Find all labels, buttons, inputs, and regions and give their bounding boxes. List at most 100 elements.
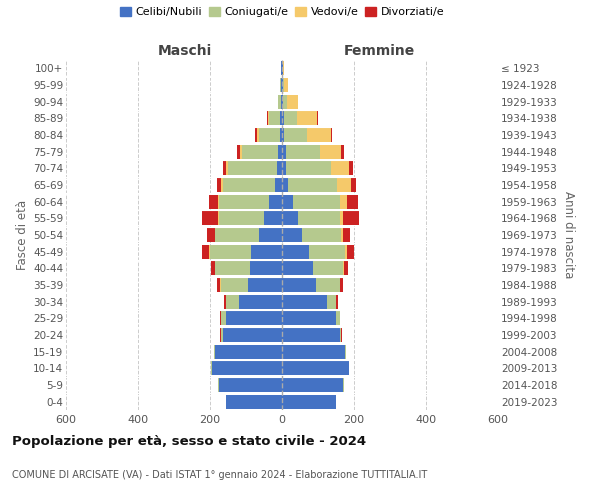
Bar — [223, 178, 275, 192]
Bar — [327, 294, 336, 308]
Bar — [202, 244, 209, 259]
Bar — [343, 211, 359, 226]
Bar — [341, 228, 343, 242]
Bar — [344, 261, 348, 276]
Bar — [345, 344, 346, 359]
Bar — [277, 162, 282, 175]
Bar — [219, 378, 282, 392]
Bar — [278, 94, 281, 109]
Y-axis label: Anni di nascita: Anni di nascita — [562, 192, 575, 278]
Bar — [320, 144, 341, 159]
Bar — [215, 344, 282, 359]
Bar — [282, 311, 336, 326]
Bar — [343, 261, 344, 276]
Bar — [281, 62, 282, 76]
Bar — [343, 228, 350, 242]
Bar — [221, 178, 223, 192]
Bar — [215, 228, 259, 242]
Bar — [209, 244, 210, 259]
Bar — [283, 94, 287, 109]
Text: COMUNE DI ARCISATE (VA) - Dati ISTAT 1° gennaio 2024 - Elaborazione TUTTITALIA.I: COMUNE DI ARCISATE (VA) - Dati ISTAT 1° … — [12, 470, 427, 480]
Bar — [313, 261, 343, 276]
Bar — [282, 78, 283, 92]
Bar — [352, 178, 356, 192]
Bar — [347, 194, 358, 209]
Bar — [278, 144, 282, 159]
Bar — [340, 278, 343, 292]
Bar — [217, 178, 221, 192]
Bar — [282, 394, 336, 409]
Bar — [282, 378, 343, 392]
Bar — [236, 144, 239, 159]
Legend: Celibi/Nubili, Coniugati/e, Vedovi/e, Divorziati/e: Celibi/Nubili, Coniugati/e, Vedovi/e, Di… — [115, 2, 449, 22]
Bar — [282, 328, 340, 342]
Bar — [282, 178, 289, 192]
Bar — [345, 244, 347, 259]
Bar — [286, 144, 320, 159]
Bar — [282, 244, 309, 259]
Bar — [307, 128, 331, 142]
Bar — [259, 128, 280, 142]
Bar — [293, 194, 340, 209]
Bar — [226, 162, 228, 175]
Bar — [343, 378, 344, 392]
Bar — [223, 162, 226, 175]
Bar — [221, 311, 226, 326]
Bar — [220, 311, 221, 326]
Bar — [282, 62, 283, 76]
Bar — [208, 228, 215, 242]
Bar — [331, 162, 349, 175]
Bar — [219, 211, 264, 226]
Bar — [217, 278, 220, 292]
Bar — [218, 194, 219, 209]
Bar — [250, 261, 282, 276]
Bar — [226, 294, 239, 308]
Bar — [239, 144, 242, 159]
Bar — [218, 211, 219, 226]
Bar — [309, 244, 345, 259]
Bar — [239, 294, 282, 308]
Bar — [282, 361, 349, 376]
Bar — [286, 162, 331, 175]
Bar — [221, 278, 248, 292]
Bar — [210, 244, 251, 259]
Bar — [221, 328, 223, 342]
Bar — [226, 311, 282, 326]
Bar — [282, 128, 284, 142]
Bar — [211, 261, 215, 276]
Bar — [211, 361, 212, 376]
Bar — [284, 128, 307, 142]
Bar — [282, 344, 345, 359]
Bar — [340, 328, 341, 342]
Bar — [282, 94, 283, 109]
Bar — [349, 162, 353, 175]
Bar — [214, 344, 215, 359]
Bar — [282, 194, 293, 209]
Bar — [268, 112, 269, 126]
Bar — [287, 94, 298, 109]
Bar — [336, 311, 340, 326]
Bar — [282, 144, 286, 159]
Y-axis label: Fasce di età: Fasce di età — [16, 200, 29, 270]
Bar — [289, 178, 337, 192]
Bar — [302, 228, 341, 242]
Bar — [248, 278, 282, 292]
Bar — [215, 261, 250, 276]
Bar — [280, 112, 282, 126]
Bar — [298, 112, 317, 126]
Bar — [317, 112, 318, 126]
Bar — [281, 94, 282, 109]
Bar — [337, 178, 352, 192]
Bar — [226, 394, 282, 409]
Bar — [282, 228, 302, 242]
Bar — [269, 194, 282, 209]
Bar — [283, 62, 284, 76]
Bar — [340, 194, 347, 209]
Bar — [267, 112, 268, 126]
Bar — [283, 78, 284, 92]
Bar — [282, 261, 313, 276]
Bar — [282, 211, 298, 226]
Bar — [341, 144, 344, 159]
Bar — [202, 211, 218, 226]
Bar — [219, 194, 269, 209]
